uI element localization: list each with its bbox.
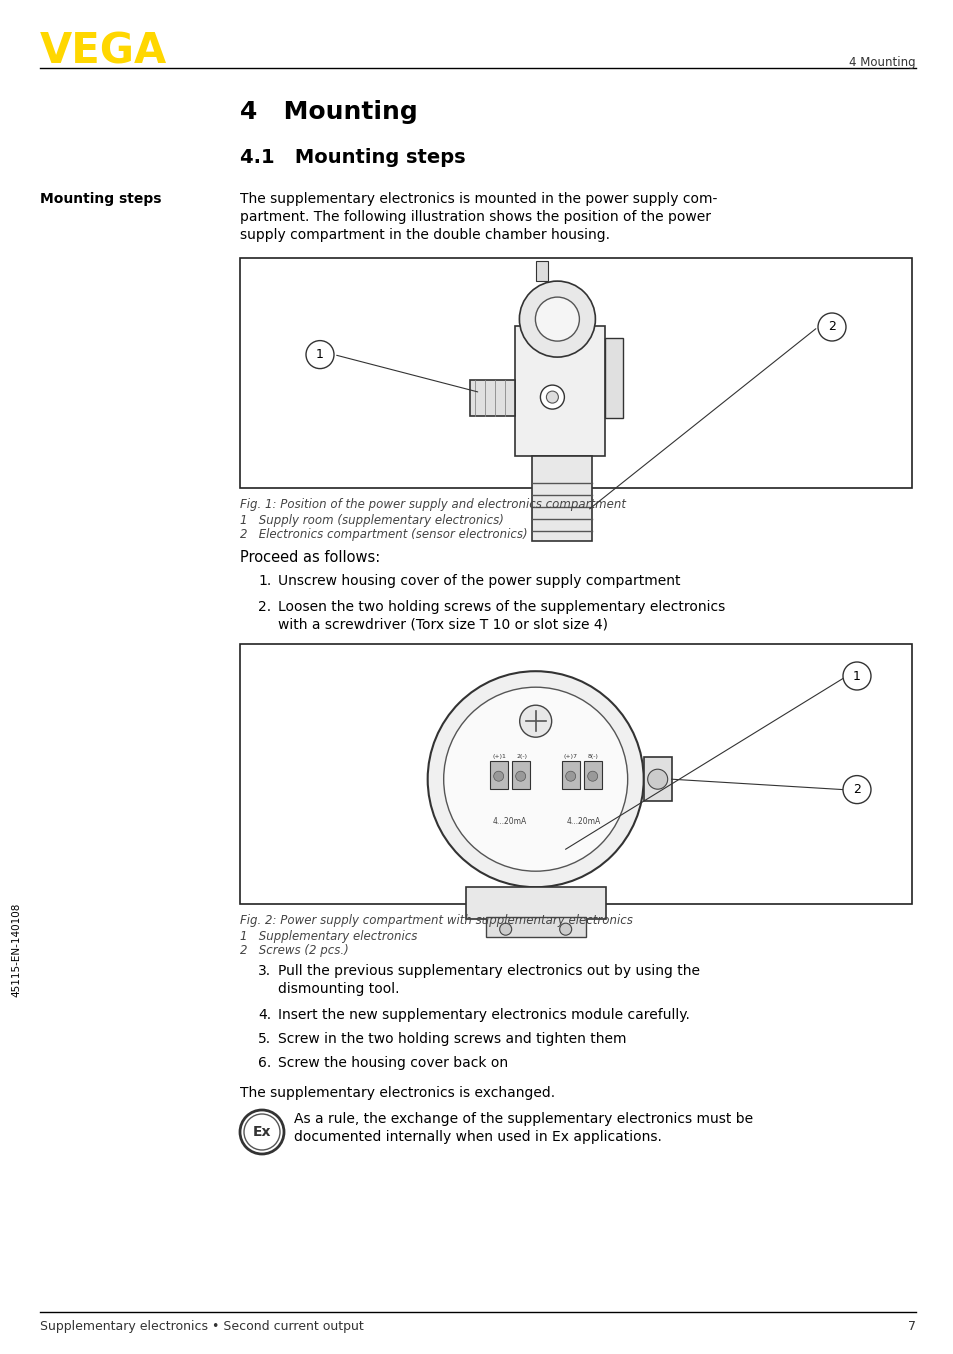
Text: Screw the housing cover back on: Screw the housing cover back on [277, 1056, 508, 1070]
FancyBboxPatch shape [583, 761, 601, 789]
Circle shape [518, 282, 595, 357]
Text: 4.: 4. [257, 1007, 271, 1022]
Text: 2   Screws (2 pcs.): 2 Screws (2 pcs.) [240, 944, 349, 957]
Text: Mounting steps: Mounting steps [40, 192, 161, 206]
Text: 1.: 1. [257, 574, 271, 588]
Circle shape [539, 385, 564, 409]
Text: The supplementary electronics is exchanged.: The supplementary electronics is exchang… [240, 1086, 555, 1099]
Text: As a rule, the exchange of the supplementary electronics must be: As a rule, the exchange of the supplemen… [294, 1112, 752, 1127]
Text: VEGA: VEGA [40, 30, 167, 72]
FancyBboxPatch shape [561, 761, 579, 789]
Text: Screw in the two holding screws and tighten them: Screw in the two holding screws and tigh… [277, 1032, 626, 1047]
Text: 8(-): 8(-) [587, 754, 598, 758]
Text: 4...20mA: 4...20mA [566, 816, 600, 826]
Circle shape [587, 772, 597, 781]
Circle shape [842, 776, 870, 804]
Text: 7: 7 [907, 1320, 915, 1332]
Text: 5.: 5. [257, 1032, 271, 1047]
Circle shape [546, 391, 558, 403]
Circle shape [306, 341, 334, 368]
Text: 4   Mounting: 4 Mounting [240, 100, 417, 125]
Circle shape [516, 772, 525, 781]
Text: dismounting tool.: dismounting tool. [277, 982, 399, 997]
Text: Insert the new supplementary electronics module carefully.: Insert the new supplementary electronics… [277, 1007, 689, 1022]
Text: 3.: 3. [257, 964, 271, 978]
Text: 2: 2 [827, 321, 835, 333]
Text: 2   Electronics compartment (sensor electronics): 2 Electronics compartment (sensor electr… [240, 528, 527, 542]
Text: Fig. 2: Power supply compartment with supplementary electronics: Fig. 2: Power supply compartment with su… [240, 914, 632, 927]
FancyBboxPatch shape [532, 455, 592, 540]
Circle shape [244, 1114, 280, 1150]
Circle shape [565, 772, 575, 781]
FancyBboxPatch shape [605, 337, 622, 417]
Circle shape [499, 923, 511, 936]
Text: documented internally when used in Ex applications.: documented internally when used in Ex ap… [294, 1131, 661, 1144]
Text: Ex: Ex [253, 1125, 271, 1139]
FancyBboxPatch shape [489, 761, 507, 789]
Text: with a screwdriver (Torx size T 10 or slot size 4): with a screwdriver (Torx size T 10 or sl… [277, 617, 607, 632]
Text: 4 Mounting: 4 Mounting [848, 56, 915, 69]
Text: 4.1   Mounting steps: 4.1 Mounting steps [240, 148, 465, 167]
FancyBboxPatch shape [485, 917, 585, 937]
Circle shape [647, 769, 667, 789]
Text: 2: 2 [852, 783, 860, 796]
Text: partment. The following illustration shows the position of the power: partment. The following illustration sho… [240, 210, 710, 223]
Text: Loosen the two holding screws of the supplementary electronics: Loosen the two holding screws of the sup… [277, 600, 724, 613]
Text: 2(-): 2(-) [516, 754, 527, 758]
Text: Supplementary electronics • Second current output: Supplementary electronics • Second curre… [40, 1320, 363, 1332]
Circle shape [817, 313, 845, 341]
Circle shape [842, 662, 870, 691]
Text: 1: 1 [315, 348, 324, 362]
Text: Pull the previous supplementary electronics out by using the: Pull the previous supplementary electron… [277, 964, 700, 978]
Text: 4...20mA: 4...20mA [492, 816, 526, 826]
FancyBboxPatch shape [643, 757, 671, 802]
Circle shape [443, 688, 627, 871]
FancyBboxPatch shape [536, 261, 548, 282]
FancyBboxPatch shape [465, 887, 605, 919]
FancyBboxPatch shape [515, 325, 605, 455]
FancyBboxPatch shape [470, 379, 515, 416]
Text: (+)1: (+)1 [493, 754, 506, 758]
Circle shape [427, 672, 643, 887]
Text: 45115-EN-140108: 45115-EN-140108 [11, 903, 21, 997]
Circle shape [535, 297, 578, 341]
Circle shape [493, 772, 503, 781]
Text: 1   Supplementary electronics: 1 Supplementary electronics [240, 930, 417, 942]
FancyBboxPatch shape [240, 259, 911, 487]
Text: 6.: 6. [257, 1056, 271, 1070]
Text: Fig. 1: Position of the power supply and electronics compartment: Fig. 1: Position of the power supply and… [240, 498, 625, 510]
Text: Proceed as follows:: Proceed as follows: [240, 550, 380, 565]
Text: (+)7: (+)7 [563, 754, 578, 758]
Text: supply compartment in the double chamber housing.: supply compartment in the double chamber… [240, 227, 609, 242]
Circle shape [519, 705, 551, 737]
Circle shape [559, 923, 571, 936]
FancyBboxPatch shape [511, 761, 529, 789]
Text: 1: 1 [852, 669, 860, 682]
Text: Unscrew housing cover of the power supply compartment: Unscrew housing cover of the power suppl… [277, 574, 679, 588]
Text: The supplementary electronics is mounted in the power supply com-: The supplementary electronics is mounted… [240, 192, 717, 206]
Text: 1   Supply room (supplementary electronics): 1 Supply room (supplementary electronics… [240, 515, 503, 527]
Circle shape [240, 1110, 284, 1154]
FancyBboxPatch shape [240, 645, 911, 904]
Text: 2.: 2. [257, 600, 271, 613]
